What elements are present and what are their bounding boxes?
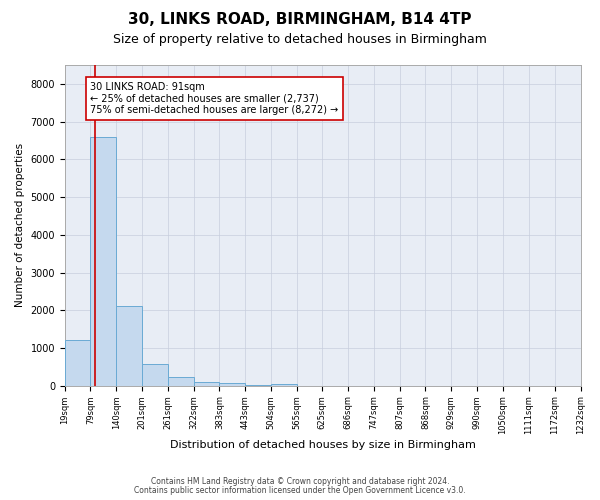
Bar bbox=[142, 364, 168, 386]
Bar bbox=[167, 376, 194, 386]
Bar bbox=[91, 136, 116, 386]
Bar bbox=[194, 382, 220, 386]
Bar bbox=[65, 340, 91, 386]
Y-axis label: Number of detached properties: Number of detached properties bbox=[15, 144, 25, 308]
Text: Contains public sector information licensed under the Open Government Licence v3: Contains public sector information licen… bbox=[134, 486, 466, 495]
Text: 30 LINKS ROAD: 91sqm
← 25% of detached houses are smaller (2,737)
75% of semi-de: 30 LINKS ROAD: 91sqm ← 25% of detached h… bbox=[91, 82, 338, 115]
Bar bbox=[271, 384, 297, 386]
Bar bbox=[220, 384, 245, 386]
Bar bbox=[116, 306, 142, 386]
X-axis label: Distribution of detached houses by size in Birmingham: Distribution of detached houses by size … bbox=[170, 440, 476, 450]
Text: 30, LINKS ROAD, BIRMINGHAM, B14 4TP: 30, LINKS ROAD, BIRMINGHAM, B14 4TP bbox=[128, 12, 472, 28]
Text: Size of property relative to detached houses in Birmingham: Size of property relative to detached ho… bbox=[113, 32, 487, 46]
Text: Contains HM Land Registry data © Crown copyright and database right 2024.: Contains HM Land Registry data © Crown c… bbox=[151, 477, 449, 486]
